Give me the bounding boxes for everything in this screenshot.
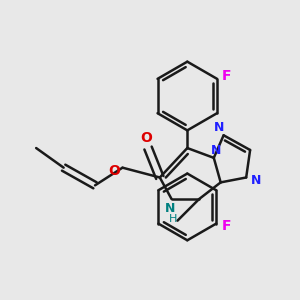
Text: F: F <box>222 219 232 232</box>
Text: O: O <box>109 164 121 178</box>
Text: H: H <box>169 214 178 224</box>
Text: N: N <box>164 202 175 215</box>
Text: N: N <box>251 174 261 187</box>
Text: N: N <box>211 143 221 157</box>
Text: N: N <box>214 121 224 134</box>
Text: F: F <box>222 69 232 83</box>
Text: O: O <box>140 131 152 145</box>
